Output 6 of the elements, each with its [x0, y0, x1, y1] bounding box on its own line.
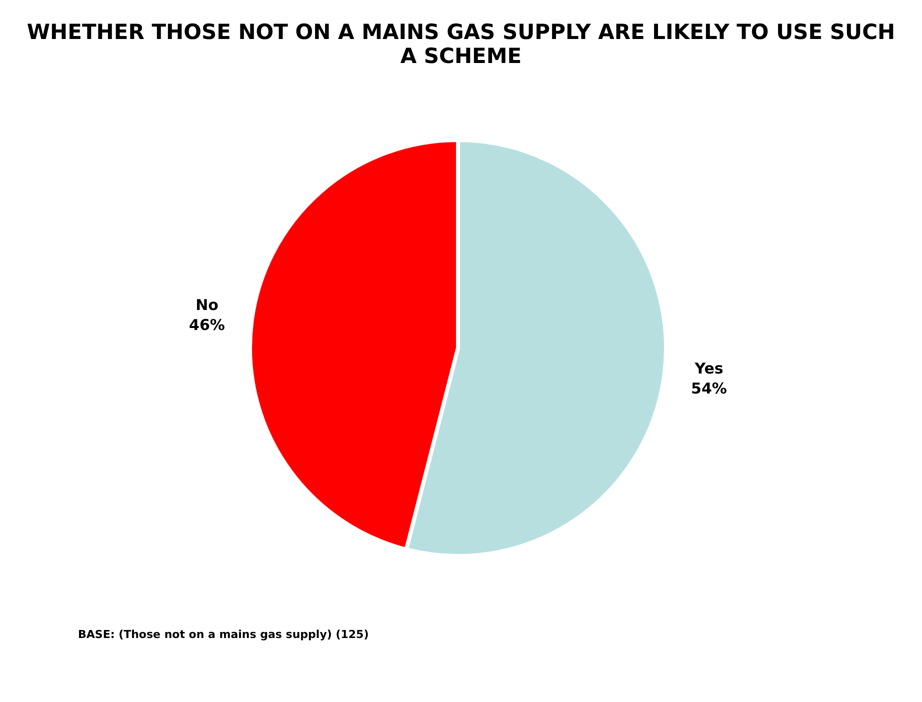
- data-label: 46%: [189, 316, 225, 334]
- slice-label: Yes: [694, 360, 724, 378]
- slice-label: No: [196, 296, 218, 314]
- data-label: 54%: [691, 380, 727, 398]
- text: BASE: (Those not on a mains gas supply) (125): [77, 628, 370, 641]
- chart-title: WHETHER THOSE NOT ON A MAINS GAS SUPPLY ARE LIKELY TO USE SUCH A SCHEME: [26, 19, 896, 68]
